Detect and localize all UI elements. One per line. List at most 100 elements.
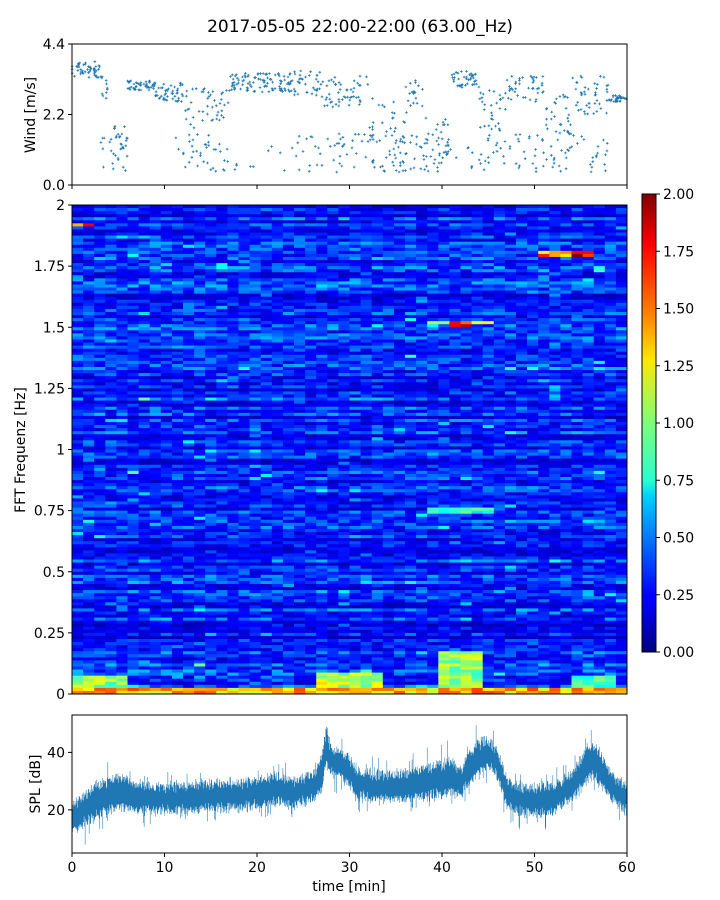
spectrogram-cell [83, 214, 95, 218]
spectrogram-cell [371, 388, 384, 392]
spectrogram-cell [238, 498, 250, 502]
spectrogram-cell [249, 498, 262, 502]
spectrogram-cell [349, 241, 361, 246]
spectrogram-cell [482, 302, 495, 307]
spectrogram-cell [127, 498, 139, 502]
spectrogram-cell [393, 504, 406, 508]
spectrogram-cell [615, 333, 628, 337]
spectrogram-cell [271, 235, 284, 240]
spectrogram-cell [227, 388, 239, 392]
spectrogram-cell [282, 363, 295, 368]
spectrogram-cell [271, 421, 284, 426]
spectrogram-cell [593, 290, 606, 295]
spectrogram-cell [260, 385, 273, 389]
spectrogram-cell [349, 330, 361, 334]
spectrogram-cell [449, 363, 461, 368]
spectrogram-cell [527, 397, 539, 401]
spectrogram-cell [338, 373, 350, 377]
spectrogram-cell [238, 403, 250, 408]
spectrogram-cell [194, 345, 206, 350]
spectrogram-cell [105, 260, 117, 264]
spectrogram-cell [482, 379, 495, 383]
spectrogram-cell [615, 351, 628, 356]
spectrogram-cell [72, 244, 84, 249]
spectrogram-cell [516, 440, 528, 444]
spectrogram-cell [183, 507, 195, 512]
spectrogram-cell [538, 333, 550, 337]
spectrogram-cell [538, 311, 550, 316]
spectrogram-cell [294, 275, 306, 279]
spectrogram-cell [216, 373, 228, 377]
spectrogram-cell [327, 339, 339, 343]
spectrogram-cell [83, 308, 95, 313]
spectrogram-cell [316, 449, 328, 453]
spectrogram-cell [72, 253, 84, 258]
spectrogram-cell [360, 470, 373, 475]
spectrogram-cell [582, 342, 595, 346]
spectrogram-cell [160, 290, 173, 295]
spectrogram-cell [305, 260, 317, 264]
spectrogram-cell [127, 477, 139, 481]
spectrogram-cell [604, 403, 617, 408]
spectrogram-cell [416, 360, 428, 365]
spectrogram-cell [493, 281, 506, 285]
spectrogram-cell [138, 370, 151, 374]
spectrogram-cell [338, 461, 350, 466]
spectrogram-cell [504, 357, 517, 362]
spectrogram-cell [405, 363, 417, 368]
spectrogram-cell [316, 250, 328, 255]
spectrogram-cell [305, 296, 317, 301]
spectrogram-cell [216, 260, 228, 264]
spectrogram-cell [516, 421, 528, 426]
spectrogram-cell [405, 397, 417, 401]
spectrogram-cell [216, 220, 228, 224]
spectrogram-cell [316, 327, 328, 331]
spectrogram-cell [227, 345, 239, 350]
spectrogram-cell [171, 345, 184, 350]
spectrogram-cell [438, 348, 450, 353]
spectrogram-cell [338, 428, 350, 432]
spectrogram-cell [160, 293, 173, 298]
spectrogram-cell [571, 440, 583, 444]
spectrogram-cell [105, 388, 117, 392]
spectrogram-cell [249, 397, 262, 401]
spectrogram-cell [538, 241, 550, 246]
spectrogram-cell [571, 425, 583, 429]
spectrogram-cell [538, 296, 550, 301]
spectrogram-cell [571, 260, 583, 264]
spectrogram-cell [138, 501, 151, 505]
spectrogram-cell [593, 406, 606, 411]
spectrogram-cell [604, 421, 617, 426]
spectrogram-cell [205, 296, 217, 301]
spectrogram-cell [582, 247, 595, 252]
spectrogram-cell [205, 421, 217, 426]
spectrogram-cell [538, 440, 550, 444]
spectrogram-cell [160, 348, 173, 353]
spectrogram-cell [116, 495, 128, 499]
spectrogram-cell [560, 360, 572, 365]
spectrogram-cell [138, 318, 151, 322]
spectrogram-cell [316, 373, 328, 377]
spectrogram-cell [249, 302, 262, 307]
spectrogram-cell [393, 342, 406, 346]
spectrogram-cell [593, 260, 606, 264]
spectrogram-cell [94, 208, 106, 212]
spectrogram-cell [571, 382, 583, 386]
spectrogram-cell [560, 495, 572, 499]
spectrogram-cell [94, 403, 106, 408]
spectrogram-cell [238, 483, 250, 487]
spectrogram-cell [604, 333, 617, 337]
spectrogram-cell [516, 263, 528, 267]
spectrogram-cell [593, 220, 606, 224]
spectrogram-cell [571, 480, 583, 484]
spectrogram-cell [282, 351, 295, 356]
spectrogram-cell [171, 220, 184, 224]
spectrogram-cell [560, 400, 572, 405]
spectrogram-cell [116, 501, 128, 505]
spectrogram-cell [138, 470, 151, 475]
spectrogram-cell [105, 464, 117, 469]
spectrogram-cell [527, 278, 539, 282]
spectrogram-cell [72, 501, 84, 505]
spectrogram-cell [493, 266, 506, 270]
spectrogram-cell [416, 318, 428, 322]
